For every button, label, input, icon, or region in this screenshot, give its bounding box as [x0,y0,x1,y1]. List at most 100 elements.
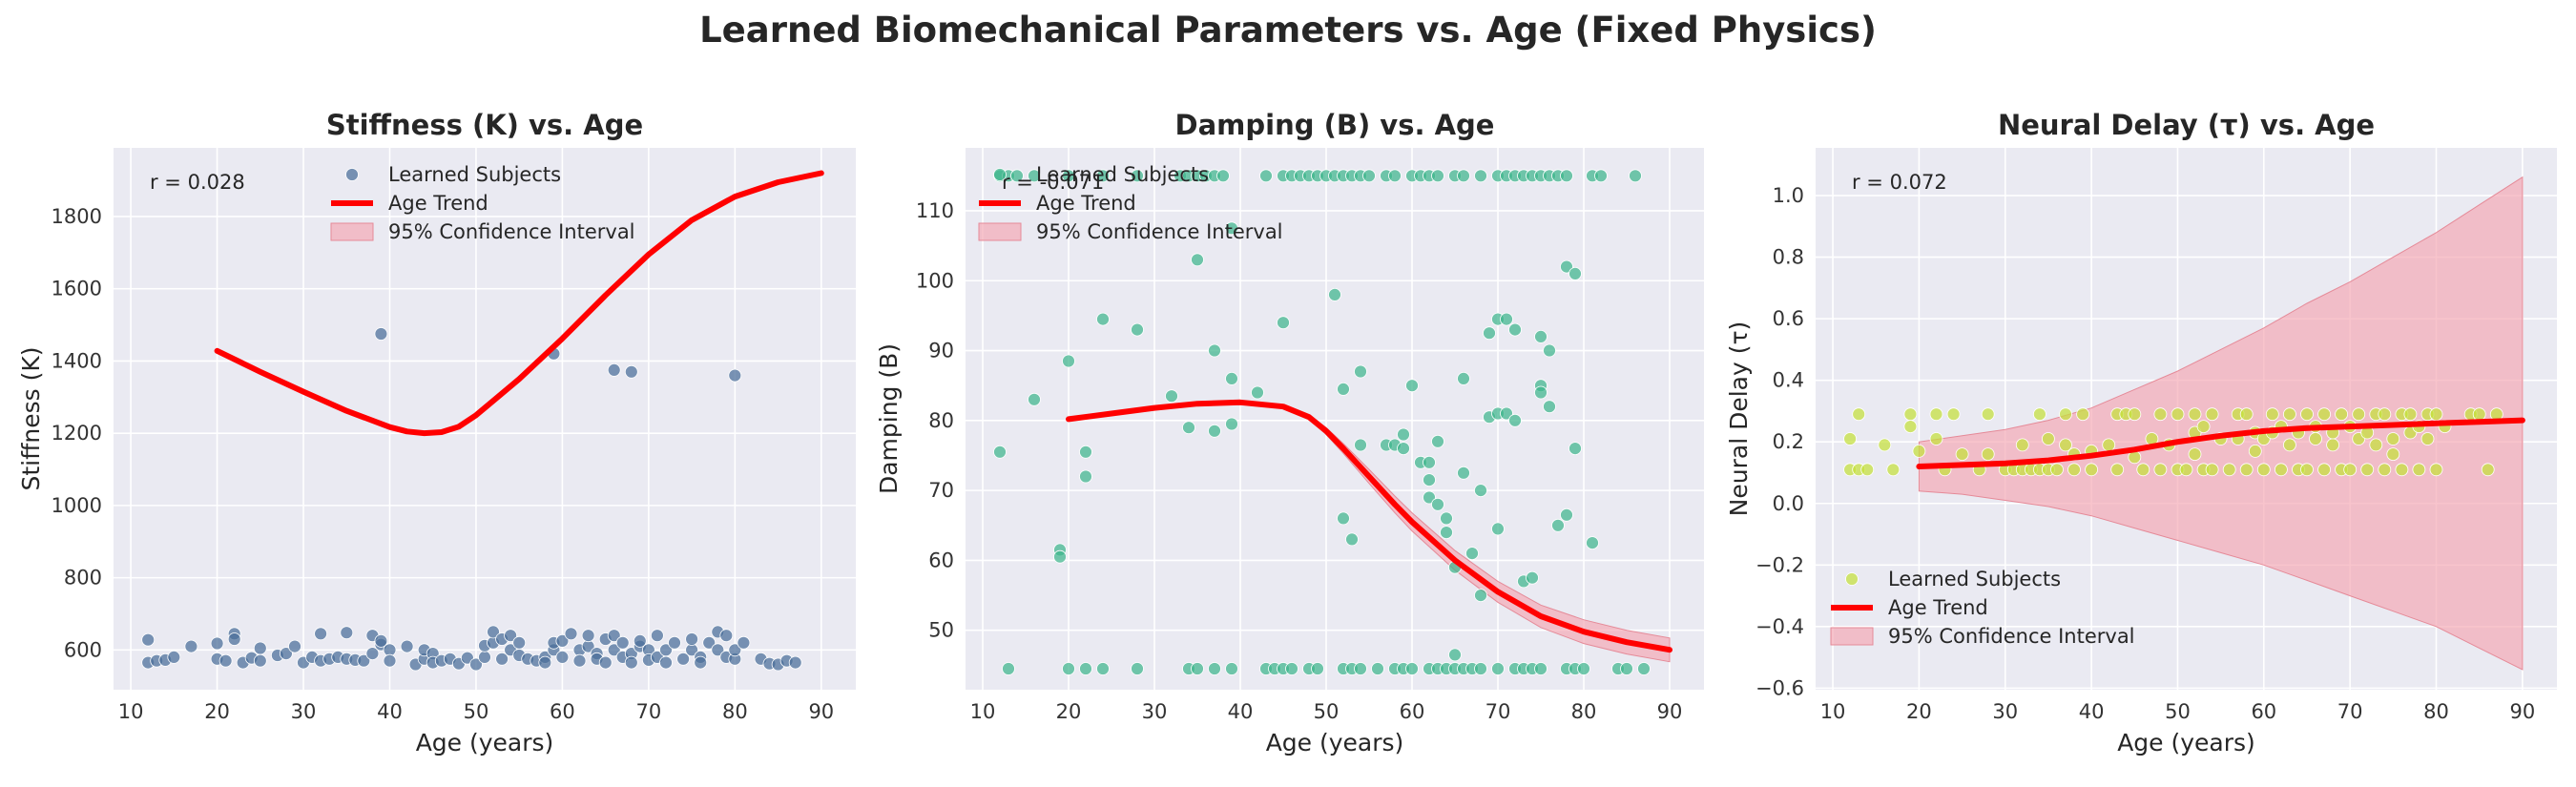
plot-background [114,148,856,690]
y-axis-label: Neural Delay (τ) [1725,321,1753,517]
y-tick-label: 100 [916,269,954,292]
data-point [607,362,621,377]
plot-content [141,170,824,672]
y-tick-label: 1200 [52,422,102,445]
data-point [2369,438,2383,452]
data-point [633,634,647,648]
data-point [469,657,483,672]
correlation-annotation: r = 0.072 [1852,171,1947,194]
data-point [2403,407,2418,422]
y-tick-label: 800 [64,567,102,590]
data-point [2352,407,2366,422]
data-point [1062,169,1075,183]
data-point [400,639,414,653]
x-tick-label: 90 [1657,700,1683,723]
data-point [2032,407,2046,422]
data-point [564,627,578,641]
figure-title: Learned Biomechanical Parameters vs. Age… [699,10,1877,51]
data-point [1534,662,1548,675]
data-point [1431,169,1444,183]
x-tick-label: 70 [1485,700,1511,723]
data-point [1251,385,1264,400]
data-point [141,632,156,647]
data-point [581,629,595,643]
data-point [2067,463,2081,477]
y-tick-label: 0.2 [1773,430,1804,453]
data-point [2256,463,2271,477]
x-tick-label: 40 [377,700,403,723]
data-point [607,629,621,643]
x-tick-label: 60 [1400,700,1425,723]
data-point [676,652,690,666]
data-point [2248,444,2262,458]
data-point [1225,221,1238,236]
data-point [340,626,354,640]
data-point [607,643,621,657]
data-point [555,634,570,648]
data-point [495,652,509,666]
data-point [2188,447,2202,462]
x-tick-label: 50 [2165,700,2191,723]
data-point [1096,662,1110,675]
y-tick-label: 50 [928,619,954,642]
y-tick-label: 90 [928,340,954,362]
data-point [651,629,664,643]
data-point [1259,169,1273,183]
x-tick-label: 60 [550,700,575,723]
data-point [2171,407,2185,422]
data-point [728,368,742,383]
data-point [788,655,802,670]
x-tick-label: 10 [970,700,996,723]
data-point [184,639,198,653]
x-tick-label: 70 [636,700,662,723]
data-point [1191,662,1204,675]
legend-marker-ci [1830,627,1874,646]
data-point [1543,400,1556,414]
data-point [2188,407,2202,422]
data-point [2360,463,2375,477]
y-tick-label: 60 [928,549,954,571]
data-point [1079,662,1092,675]
data-point [2343,463,2358,477]
x-tick-label: 90 [2509,700,2535,723]
x-tick-label: 90 [808,700,834,723]
data-point [1568,266,1582,280]
y-tick-label: 0.8 [1773,246,1804,269]
data-point [1500,312,1513,326]
data-point [2300,463,2314,477]
data-point [1929,432,1943,445]
data-point [2136,463,2150,477]
x-axis-label: Age (years) [2117,729,2255,756]
data-point [2153,407,2168,422]
data-point [1285,662,1298,675]
legend-label-trend: Age Trend [388,192,488,215]
legend-label-scatter: Learned Subjects [1036,163,1209,186]
data-point [2335,407,2349,422]
data-point [2265,407,2279,422]
data-point [1096,312,1110,326]
data-point [383,653,397,668]
x-tick-label: 20 [1056,700,1082,723]
data-point [1431,434,1444,448]
data-point [218,653,233,668]
data-point [2102,438,2116,452]
data-point [1594,169,1608,183]
data-point [1440,526,1453,539]
data-point [1131,322,1144,337]
y-axis-label: Stiffness (K) [17,347,45,491]
data-point [1131,662,1144,675]
panel-title: Neural Delay (τ) vs. Age [1998,109,2375,141]
data-point [1328,287,1341,301]
x-tick-label: 80 [722,700,748,723]
y-tick-label: 1000 [52,494,102,517]
data-point [1388,169,1402,183]
x-tick-label: 10 [118,700,144,723]
data-point [2378,463,2392,477]
data-point [1354,364,1367,379]
data-point [2412,463,2426,477]
data-point [1208,662,1221,675]
data-point [1491,522,1505,536]
data-point [357,653,371,668]
data-point [1216,169,1230,183]
data-point [1208,424,1221,438]
